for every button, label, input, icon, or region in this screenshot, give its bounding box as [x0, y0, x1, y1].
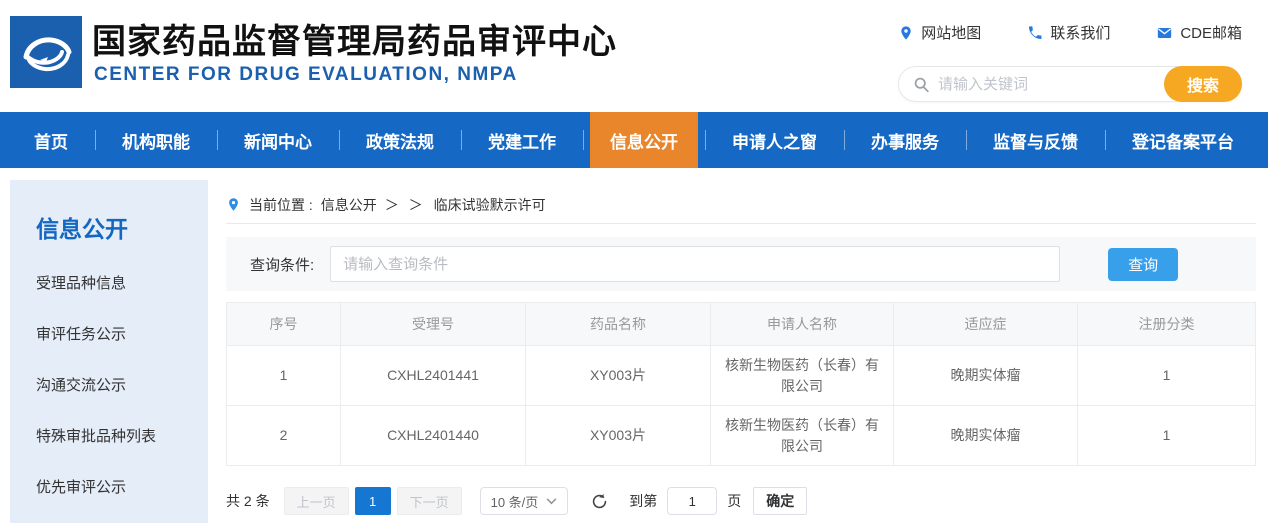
table-header-cell: 受理号: [341, 303, 526, 345]
main-content: 当前位置 : 信息公开 ＞ ＞ 临床试验默示许可 查询条件: 查询 序号受理号药…: [226, 186, 1256, 515]
breadcrumb-section-link[interactable]: 信息公开: [320, 196, 377, 213]
site-header: 国家药品监督管理局药品审评中心 CENTER FOR DRUG EVALUATI…: [0, 0, 1268, 110]
goto-page-input[interactable]: [667, 487, 718, 515]
pagination-total: 共 2 条: [226, 493, 270, 509]
nav-item-registration-platform[interactable]: 登记备案平台: [1132, 132, 1234, 152]
cde-mail-link[interactable]: CDE邮箱: [1156, 22, 1242, 43]
location-pin-icon: [901, 25, 911, 40]
site-search: 搜索: [898, 66, 1242, 102]
sidebar-title: 信息公开: [36, 216, 128, 242]
table-cell: CXHL2401440: [341, 406, 526, 465]
search-button[interactable]: 搜索: [1164, 66, 1242, 102]
chevron-down-icon: [546, 497, 557, 504]
location-pin-icon: [229, 198, 238, 211]
confirm-button[interactable]: 确定: [753, 487, 808, 515]
page-size-value: 10 条/页: [490, 494, 539, 510]
table-header-cell: 适应症: [894, 303, 1078, 345]
mail-icon: [1158, 27, 1172, 38]
goto-page-label: 到第: [629, 493, 658, 509]
table-header: 序号 受理号 药品名称 申请人名称 适应症 注册分类: [227, 303, 1255, 345]
nav-separator: [338, 130, 340, 150]
contact-us-link-label: 联系我们: [1050, 25, 1111, 42]
query-input[interactable]: [330, 246, 1061, 282]
table-cell: 1: [1078, 406, 1255, 465]
phone-icon: [1029, 25, 1042, 39]
prev-page-button[interactable]: 上一页: [283, 487, 349, 515]
sidebar-item-priority-review-publicity[interactable]: 优先审评公示: [36, 479, 127, 496]
sidebar-items: 受理品种信息审评任务公示沟通交流公示特殊审批品种列表优先审评公示突破性治疗公示: [36, 258, 208, 523]
nav-item-home[interactable]: 首页: [34, 132, 68, 152]
next-page-button[interactable]: 下一页: [396, 487, 462, 515]
nav-item-services[interactable]: 办事服务: [871, 132, 939, 152]
sidebar-item-special-approval-list[interactable]: 特殊审批品种列表: [36, 428, 157, 445]
goto-page-suffix: 页: [727, 493, 742, 509]
page-number-1[interactable]: 1: [354, 487, 391, 515]
page-size-select[interactable]: 10 条/页: [479, 487, 569, 515]
table-header-cell: 药品名称: [526, 303, 711, 345]
table-row: 1 CXHL2401441 XY003片 核新生物医药（长春）有限公司 晚期实体瘤 1: [227, 345, 1255, 405]
query-button[interactable]: 查询: [1108, 247, 1179, 281]
sidebar-item-breakthrough-therapy-publicity[interactable]: 突破性治疗公示: [36, 513, 208, 523]
nav-item-info-disclosure[interactable]: 信息公开: [590, 112, 698, 168]
nav-item-applicant-window[interactable]: 申请人之窗: [732, 132, 817, 152]
sidebar-item-communication-publicity[interactable]: 沟通交流公示: [36, 377, 127, 394]
table-cell: 2: [227, 406, 341, 465]
breadcrumb: 当前位置 : 信息公开 ＞ ＞ 临床试验默示许可: [226, 186, 1256, 224]
nav-item-policies-regulations[interactable]: 政策法规: [366, 132, 434, 152]
breadcrumb-separator: ＞ ＞: [384, 196, 426, 213]
table-cell: XY003片: [526, 346, 711, 405]
nav-separator: [965, 130, 967, 150]
table-cell: XY003片: [526, 406, 711, 465]
main-nav: 首页 机构职能 新闻中心 政策法规 党建工作 信息公开 申请人之窗 办事服务 监督与反馈 登记备案…: [0, 112, 1268, 168]
cde-logo-icon: [10, 16, 82, 88]
results-table: 序号 受理号 药品名称 申请人名称 适应症 注册分类 1 CXHL2401441 XY003片…: [226, 302, 1256, 466]
refresh-icon: [593, 493, 607, 508]
cde-mail-link-label: CDE邮箱: [1180, 25, 1242, 42]
nav-separator: [1104, 130, 1106, 150]
table-cell: 核新生物医药（长春）有限公司: [711, 406, 894, 465]
nav-item-party-building[interactable]: 党建工作: [488, 132, 556, 152]
search-icon: [914, 77, 929, 92]
site-title: 国家药品监督管理局药品审评中心: [92, 23, 617, 61]
sidebar-item-review-task-publicity[interactable]: 审评任务公示: [36, 326, 127, 343]
nav-item-org-functions[interactable]: 机构职能: [122, 132, 190, 152]
nav-separator: [704, 130, 706, 150]
breadcrumb-current: 临床试验默示许可: [433, 196, 546, 213]
table-cell: 晚期实体瘤: [894, 346, 1078, 405]
table-cell: 1: [227, 346, 341, 405]
table-header-cell: 序号: [227, 303, 341, 345]
table-header-cell: 申请人名称: [711, 303, 894, 345]
nav-item-news-center[interactable]: 新闻中心: [244, 132, 312, 152]
contact-us-link[interactable]: 联系我们: [1027, 22, 1110, 43]
table-body: 1 CXHL2401441 XY003片 核新生物医药（长春）有限公司 晚期实体瘤 1 2 C…: [227, 345, 1255, 465]
sitemap-link-label: 网站地图: [921, 25, 982, 42]
table-cell: 晚期实体瘤: [894, 406, 1078, 465]
query-panel: 查询条件: 查询: [226, 237, 1256, 291]
site-subtitle: CENTER FOR DRUG EVALUATION, NMPA: [94, 64, 518, 85]
search-input[interactable]: [930, 75, 1164, 93]
nav-separator: [843, 130, 845, 150]
nav-separator: [460, 130, 462, 150]
refresh-button[interactable]: [590, 492, 609, 511]
table-header-cell: 注册分类: [1078, 303, 1255, 345]
pagination: 共 2 条 上一页 1 下一页 10 条/页 到第 页 确定: [226, 487, 1256, 515]
table-cell: 核新生物医药（长春）有限公司: [711, 346, 894, 405]
top-links: 网站地图 联系我们 CDE邮箱: [898, 22, 1242, 43]
sitemap-link[interactable]: 网站地图: [898, 22, 981, 43]
table-row: 2 CXHL2401440 XY003片 核新生物医药（长春）有限公司 晚期实体瘤 1: [227, 405, 1255, 465]
sidebar: 信息公开 受理品种信息审评任务公示沟通交流公示特殊审批品种列表优先审评公示突破性…: [10, 180, 208, 523]
nav-item-supervision-feedback[interactable]: 监督与反馈: [993, 132, 1078, 152]
breadcrumb-prefix: 当前位置 :: [249, 196, 313, 213]
table-cell: 1: [1078, 346, 1255, 405]
nav-separator: [216, 130, 218, 150]
nav-separator: [582, 130, 584, 150]
query-label: 查询条件:: [250, 256, 315, 274]
nav-separator: [94, 130, 96, 150]
table-cell: CXHL2401441: [341, 346, 526, 405]
sidebar-item-accepted-varieties-info[interactable]: 受理品种信息: [36, 275, 127, 292]
